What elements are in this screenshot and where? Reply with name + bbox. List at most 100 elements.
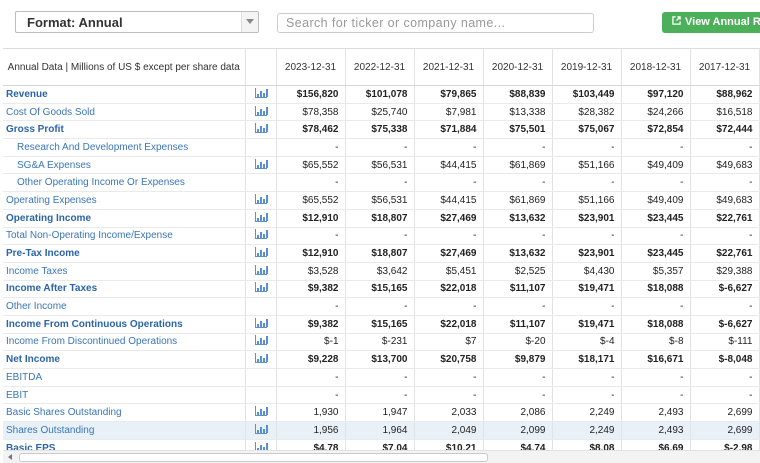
table-cell-value: 1,930 (276, 403, 346, 423)
table-cell-value: $51,166 (552, 191, 622, 210)
table-cell-value: $101,078 (345, 85, 415, 104)
bar-chart-icon[interactable] (254, 211, 268, 222)
row-label: EBITDA (3, 368, 246, 387)
table-cell-value: $18,088 (621, 280, 691, 299)
row-label: Total Non-Operating Income/Expense (3, 227, 246, 246)
table-cell-value: $22,761 (690, 244, 760, 263)
table-cell-value: $56,531 (345, 191, 415, 210)
table-cell-value: - (552, 368, 622, 387)
table-cell-value: 2,249 (552, 421, 622, 440)
table-cell-value: 2,249 (552, 403, 622, 423)
table-cell-value: $18,171 (552, 350, 622, 369)
table-cell-value: - (276, 297, 346, 316)
bar-chart-icon[interactable] (254, 317, 268, 328)
bar-chart-icon[interactable] (254, 193, 268, 204)
row-label: SG&A Expenses (3, 156, 246, 175)
row-chart-cell[interactable] (245, 156, 277, 175)
table-cell-value: $49,409 (621, 191, 691, 210)
bar-chart-icon[interactable] (254, 123, 268, 134)
row-chart-cell[interactable] (245, 421, 277, 440)
table-cell-value: 1,956 (276, 421, 346, 440)
bar-chart-icon[interactable] (254, 353, 268, 364)
bar-chart-icon[interactable] (254, 229, 268, 240)
row-chart-cell[interactable] (245, 120, 277, 140)
row-chart-cell[interactable] (245, 262, 277, 281)
table-row: Income Taxes $3,528 $3,642 $5,451 $2,525 $4,4… (3, 262, 760, 281)
financials-table: Annual Data | Millions of US $ except pe… (3, 49, 760, 451)
format-select-label: Format: Annual (27, 15, 123, 30)
table-cell-value: $4.74 (483, 439, 553, 451)
table-cell-value: - (621, 386, 691, 405)
table-cell-value: - (552, 173, 622, 193)
table-cell-value: $15,165 (345, 280, 415, 299)
table-cell-value: $7 (414, 333, 484, 352)
row-chart-cell[interactable] (245, 103, 277, 122)
row-chart-cell[interactable] (245, 403, 277, 423)
bar-chart-icon[interactable] (254, 335, 268, 346)
table-row: EBIT - - - - - - - (3, 386, 760, 405)
bar-chart-icon[interactable] (254, 105, 268, 116)
table-row: Gross Profit $78,462 $75,338 $71,884 $75,501… (3, 120, 760, 140)
row-chart-cell[interactable] (245, 85, 277, 104)
bar-chart-icon[interactable] (254, 264, 268, 275)
bar-chart-icon[interactable] (254, 247, 268, 258)
table-cell-value: $25,740 (345, 103, 415, 122)
table-cell-value: - (690, 386, 760, 405)
table-cell-value: $72,444 (690, 120, 760, 140)
table-cell-value: $49,683 (690, 191, 760, 210)
bar-chart-icon[interactable] (254, 423, 268, 434)
table-row: Operating Income $12,910 $18,807 $27,469 $13… (3, 209, 760, 228)
table-cell-value: $9,879 (483, 350, 553, 369)
table-header-metric: Annual Data | Millions of US $ except pe… (3, 49, 246, 86)
row-chart-cell[interactable] (245, 227, 277, 246)
row-chart-cell[interactable] (245, 209, 277, 228)
table-cell-value: $61,869 (483, 156, 553, 175)
format-select[interactable]: Format: Annual (15, 11, 259, 33)
bar-chart-icon[interactable] (254, 87, 268, 98)
row-chart-cell[interactable] (245, 191, 277, 210)
view-annual-reports-button[interactable]: View Annual Reports (662, 12, 760, 33)
scrollbar-thumb[interactable] (19, 453, 488, 462)
chevron-down-icon[interactable] (241, 12, 258, 32)
row-chart-cell[interactable] (245, 315, 277, 334)
table-cell-value: - (552, 386, 622, 405)
table-cell-value: $65,552 (276, 191, 346, 210)
bar-chart-icon[interactable] (254, 282, 268, 293)
row-chart-cell[interactable] (245, 333, 277, 352)
table-cell-value: - (552, 297, 622, 316)
table-cell-value: $23,445 (621, 209, 691, 228)
table-cell-value: - (414, 227, 484, 246)
row-label: Income Taxes (3, 262, 246, 281)
table-cell-value: - (483, 368, 553, 387)
row-label: Revenue (3, 85, 246, 104)
row-label: Gross Profit (3, 120, 246, 140)
table-cell-value: $3,528 (276, 262, 346, 281)
row-chart-cell[interactable] (245, 350, 277, 369)
row-chart-cell[interactable] (245, 244, 277, 263)
bar-chart-icon[interactable] (254, 406, 268, 417)
table-cell-value: $19,471 (552, 315, 622, 334)
table-cell-value: - (690, 297, 760, 316)
table-cell-value: - (621, 173, 691, 193)
table-cell-value: - (414, 173, 484, 193)
row-chart-cell (245, 138, 277, 157)
scroll-left-arrow-icon[interactable] (8, 454, 12, 460)
row-chart-cell (245, 386, 277, 405)
table-cell-value: - (345, 368, 415, 387)
search-box[interactable] (277, 13, 594, 33)
row-label: Operating Expenses (3, 191, 246, 210)
row-chart-cell[interactable] (245, 280, 277, 299)
bar-chart-icon[interactable] (254, 158, 268, 169)
table-row: Other Operating Income Or Expenses - - - - - -… (3, 173, 760, 193)
table-cell-value: $18,807 (345, 244, 415, 263)
table-cell-value: $44,415 (414, 156, 484, 175)
horizontal-scrollbar[interactable] (3, 450, 760, 463)
table-cell-value: $9,382 (276, 280, 346, 299)
table-row: SG&A Expenses $65,552 $56,531 $44,415 $61,86… (3, 156, 760, 175)
table-cell-value: $61,869 (483, 191, 553, 210)
table-cell-value: $20,758 (414, 350, 484, 369)
table-cell-value: $16,518 (690, 103, 760, 122)
search-input[interactable] (278, 14, 593, 32)
view-annual-reports-label: View Annual Reports (685, 16, 760, 28)
table-cell-value: 2,699 (690, 421, 760, 440)
